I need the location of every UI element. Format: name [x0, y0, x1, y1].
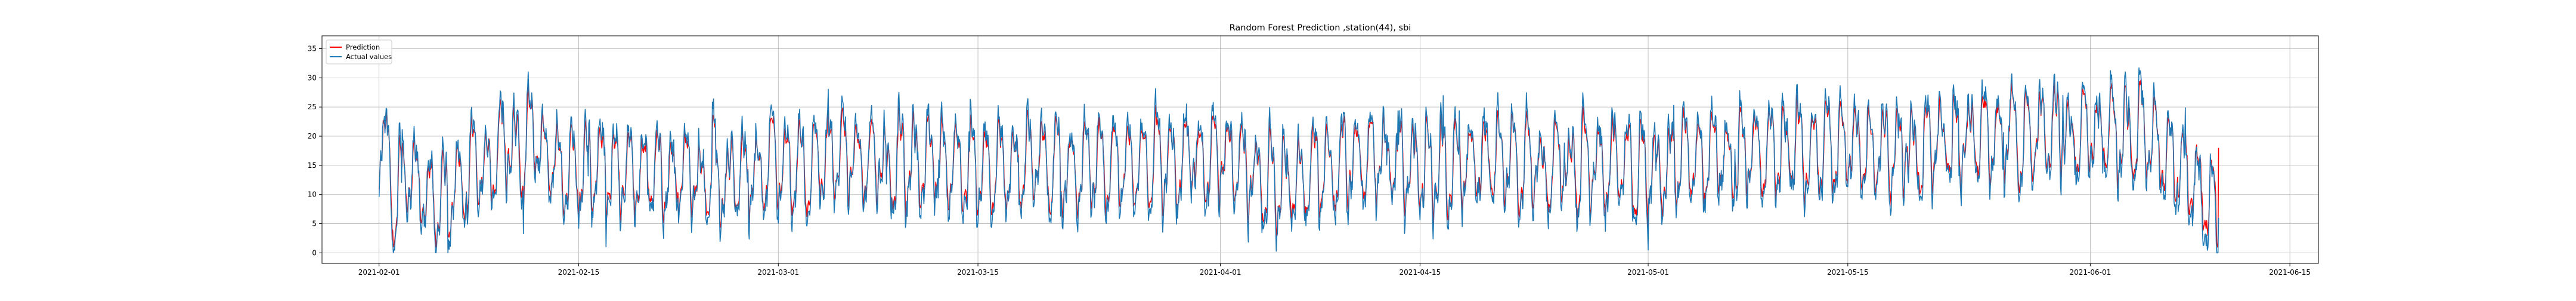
x-tick-label: 2021-05-15	[1827, 268, 1869, 277]
x-tick-label: 2021-03-01	[757, 268, 799, 277]
series-area	[378, 67, 2219, 254]
axes: 0 5 10 15 20 25 30 35 2021-02-01 2021-02-15 2021-0…	[308, 44, 2311, 277]
legend-box	[326, 39, 392, 64]
legend-label-actual-values: Actual values	[346, 53, 392, 61]
grid	[322, 36, 2318, 263]
y-tick-label: 0	[312, 248, 317, 257]
x-tick-label: 2021-02-01	[358, 268, 400, 277]
legend: Prediction Actual values	[326, 39, 392, 64]
y-tick-label: 10	[308, 191, 317, 199]
y-tick-label: 30	[308, 73, 317, 82]
series-line-actual-values	[378, 67, 2219, 254]
x-tick-label: 2021-03-15	[957, 268, 999, 277]
y-tick-label: 5	[312, 220, 317, 228]
legend-label-prediction: Prediction	[346, 43, 380, 51]
y-tick-label: 15	[308, 161, 317, 170]
x-tick-label: 2021-04-01	[1200, 268, 1241, 277]
y-tick-label: 35	[308, 44, 317, 53]
plot-frame	[321, 35, 2319, 264]
y-tick-label: 20	[308, 132, 317, 140]
x-tick-label: 2021-06-15	[2269, 268, 2311, 277]
x-tick-label: 2021-05-01	[1627, 268, 1669, 277]
x-tick-label: 2021-02-15	[558, 268, 600, 277]
y-tick-label: 25	[308, 103, 317, 111]
x-tick-label: 2021-04-15	[1400, 268, 1441, 277]
x-tick-label: 2021-06-01	[2069, 268, 2111, 277]
chart-title: Random Forest Prediction ,station(44), s…	[1230, 23, 1411, 33]
